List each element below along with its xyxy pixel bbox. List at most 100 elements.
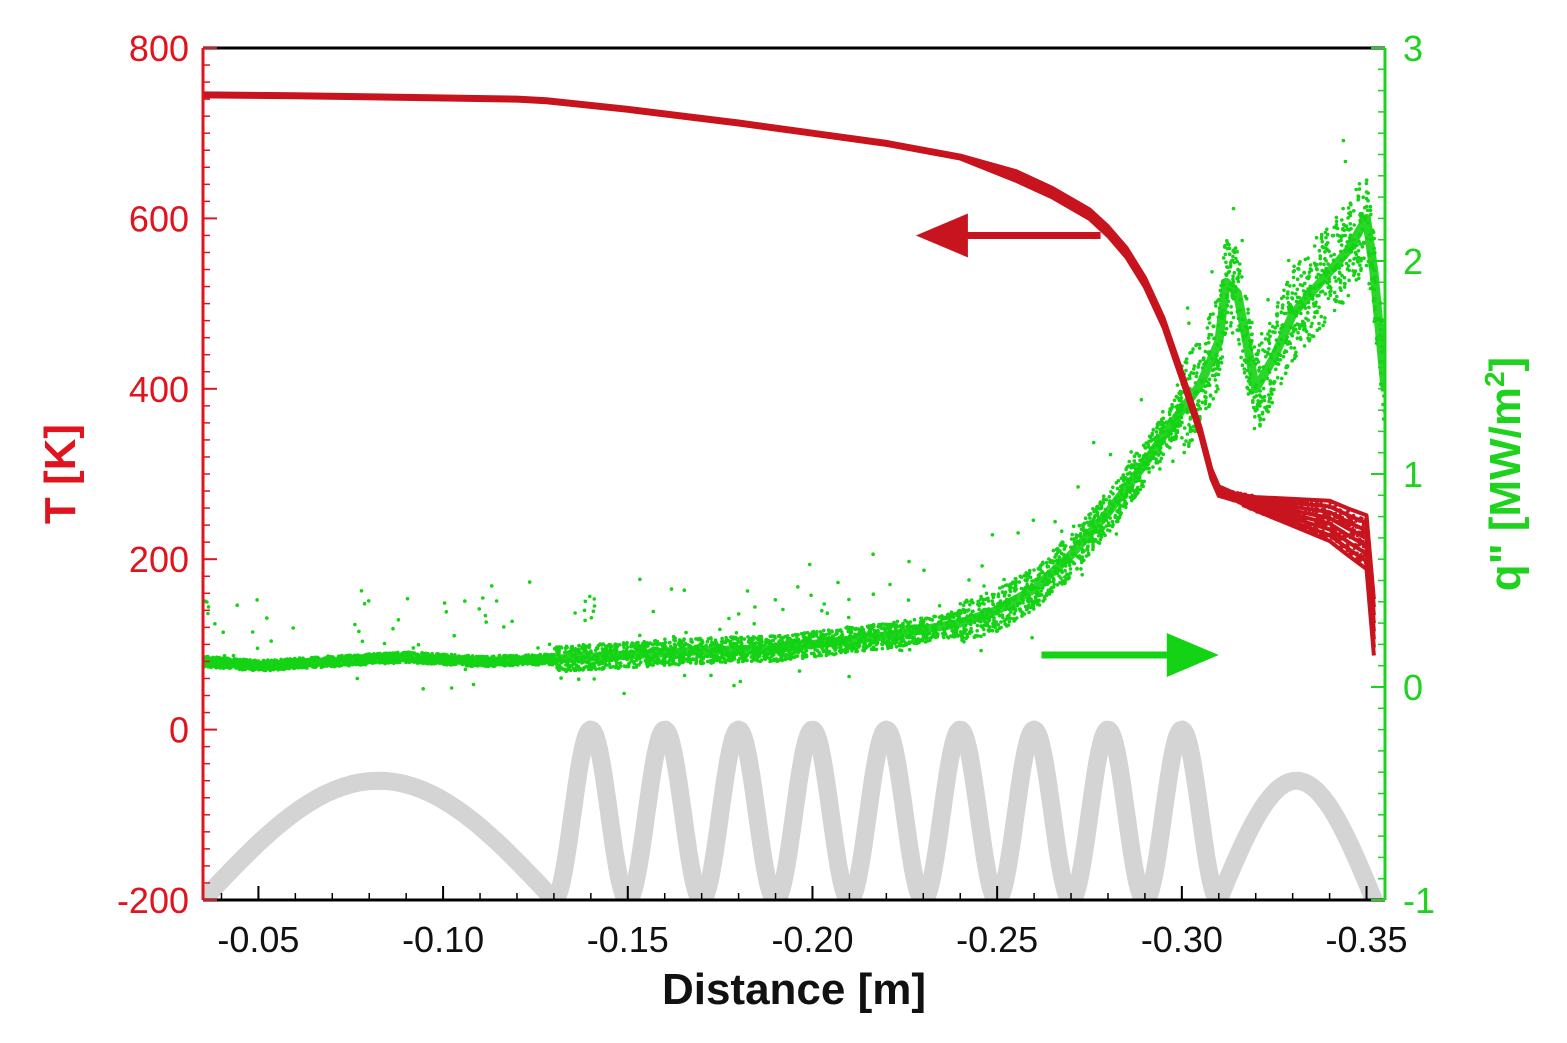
heat-flux-point — [568, 668, 573, 672]
heat-flux-point — [1197, 404, 1201, 408]
heat-flux-point — [986, 620, 990, 625]
heat-flux-point — [1314, 267, 1319, 271]
heat-flux-point — [767, 656, 772, 661]
heat-flux-point — [1025, 582, 1029, 587]
heat-flux-point — [1284, 311, 1288, 316]
heat-flux-point — [797, 669, 802, 673]
heat-flux-point — [1286, 301, 1291, 305]
heat-flux-point — [764, 654, 769, 659]
heat-flux-point — [1286, 290, 1290, 294]
heat-flux-point — [673, 636, 677, 640]
heat-flux-point — [734, 631, 739, 635]
heat-flux-point — [1368, 208, 1373, 213]
heat-flux-point — [723, 640, 727, 645]
heat-flux-point — [1255, 352, 1260, 357]
heat-flux-point — [634, 645, 638, 650]
heat-flux-point — [1201, 357, 1206, 362]
heat-flux-point — [871, 592, 876, 596]
heat-flux-point — [1200, 400, 1205, 405]
heat-flux-point — [1317, 321, 1321, 326]
heat-flux-point — [598, 642, 602, 646]
heat-flux-point — [1188, 417, 1193, 421]
geometry-path — [203, 720, 1383, 900]
heat-flux-point — [861, 648, 865, 653]
heat-flux-point — [1257, 393, 1262, 397]
heat-flux-point — [1198, 406, 1203, 411]
heat-flux-point — [739, 641, 744, 645]
heat-flux-point — [705, 654, 709, 659]
heat-flux-point — [1328, 293, 1333, 298]
heat-flux-point — [449, 686, 454, 690]
heat-flux-point — [935, 635, 940, 639]
heat-flux-point — [1212, 367, 1217, 371]
heat-flux-point — [968, 602, 972, 607]
heat-flux-point — [809, 593, 813, 598]
heat-flux-point — [1340, 273, 1344, 278]
heat-flux-point — [1358, 242, 1363, 246]
heat-flux-point — [651, 609, 656, 614]
heat-flux-point — [1290, 296, 1295, 301]
heat-flux-point — [992, 616, 996, 620]
heat-flux-point — [1354, 252, 1359, 257]
heat-flux-point — [1221, 256, 1226, 260]
heat-flux-point — [1002, 577, 1006, 582]
heat-flux-point — [853, 627, 858, 631]
heat-flux-point — [982, 602, 986, 606]
heat-flux-point — [1356, 249, 1361, 253]
heat-flux-point — [1051, 548, 1056, 553]
heat-flux-point — [738, 679, 743, 684]
heat-flux-point — [1348, 210, 1353, 215]
heat-flux-point — [1333, 275, 1337, 280]
heat-flux-point — [1313, 263, 1318, 268]
heat-flux-point — [1364, 196, 1369, 201]
heat-flux-point — [1268, 321, 1272, 326]
heat-flux-point — [883, 628, 887, 632]
heat-flux-point — [709, 673, 713, 678]
heat-flux-point — [1242, 367, 1247, 371]
heat-flux-point — [527, 580, 532, 584]
heat-flux-point — [871, 552, 875, 556]
heat-flux-point — [1196, 365, 1200, 369]
heat-flux-point — [1115, 515, 1120, 520]
heat-flux-point — [1258, 365, 1262, 370]
heat-flux-point — [1211, 397, 1216, 401]
heat-flux-point — [1114, 519, 1119, 524]
heat-flux-point — [773, 658, 778, 663]
heat-flux-point — [1040, 569, 1044, 574]
heat-flux-point — [819, 653, 823, 658]
heat-flux-point — [1124, 505, 1128, 510]
heat-flux-point — [1296, 330, 1300, 335]
heat-flux-point — [1174, 437, 1178, 441]
heat-flux-point — [1263, 349, 1267, 354]
heat-flux-point — [1201, 388, 1205, 393]
heat-flux-point — [1187, 321, 1191, 326]
heat-flux-point — [1292, 283, 1296, 288]
heat-flux-point — [1196, 399, 1200, 404]
heat-flux-point — [1364, 178, 1369, 182]
heat-flux-point — [1102, 526, 1106, 530]
heat-flux-point — [1079, 560, 1084, 565]
heat-flux-point — [638, 633, 642, 638]
heat-flux-point — [1267, 329, 1272, 333]
heat-flux-point — [1107, 523, 1112, 528]
heat-flux-point — [1048, 560, 1052, 564]
heat-flux-point — [1266, 339, 1271, 343]
heat-flux-point — [1118, 512, 1123, 517]
heat-flux-point — [581, 667, 586, 671]
heat-flux-point — [1176, 403, 1180, 408]
heat-flux-point — [583, 599, 588, 604]
plot-area — [203, 91, 1385, 900]
heat-flux-point — [1290, 333, 1295, 338]
heat-flux-point — [751, 657, 755, 661]
heat-flux-point — [1191, 371, 1196, 376]
heat-flux-point — [1086, 552, 1091, 557]
heat-flux-point — [1301, 319, 1305, 324]
heat-flux-point — [1267, 347, 1271, 351]
heat-flux-point — [1238, 262, 1242, 266]
heat-flux-point — [836, 580, 840, 585]
heat-flux-point — [1027, 571, 1032, 576]
heat-flux-point — [1340, 218, 1344, 222]
heat-flux-point — [1315, 294, 1319, 298]
heat-flux-point — [1253, 414, 1257, 419]
heat-flux-point — [1167, 412, 1172, 417]
